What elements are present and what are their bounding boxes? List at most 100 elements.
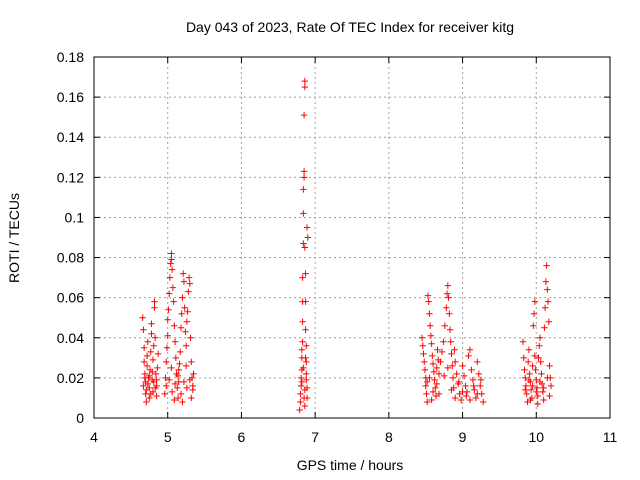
chart-title: Day 043 of 2023, Rate Of TEC Index for r… <box>186 19 514 35</box>
data-point <box>185 288 192 295</box>
data-point <box>154 350 162 358</box>
data-point <box>174 384 181 392</box>
data-point <box>179 270 187 277</box>
data-point <box>546 392 553 400</box>
data-point <box>445 294 452 301</box>
data-point <box>451 346 458 354</box>
data-point <box>190 370 197 378</box>
data-point <box>182 342 190 349</box>
data-point <box>438 348 446 356</box>
data-point <box>432 384 439 392</box>
data-point <box>459 388 466 396</box>
x-tick-label: 5 <box>164 429 172 445</box>
data-point <box>426 322 434 329</box>
data-point <box>544 374 551 382</box>
data-point <box>153 392 160 400</box>
data-point <box>547 382 555 390</box>
data-point <box>152 370 160 378</box>
data-point <box>465 352 472 360</box>
data-point <box>444 364 452 372</box>
data-point <box>520 354 527 362</box>
data-point <box>144 338 152 345</box>
data-point <box>470 382 477 390</box>
data-point <box>435 370 443 378</box>
data-point <box>177 390 185 398</box>
x-tick-label: 6 <box>238 429 246 445</box>
data-point <box>533 384 541 392</box>
data-point <box>523 390 530 398</box>
x-tick-label: 7 <box>311 429 319 445</box>
data-point <box>186 376 194 384</box>
data-point <box>437 358 444 366</box>
y-tick-label: 0.08 <box>57 250 84 266</box>
data-point <box>174 372 182 380</box>
data-point <box>468 366 475 374</box>
y-tick-label: 0.06 <box>57 290 84 306</box>
data-point <box>443 304 450 311</box>
data-point <box>163 382 170 390</box>
x-axis-label: GPS time / hours <box>297 457 404 473</box>
data-point <box>302 354 309 362</box>
data-point <box>168 364 175 372</box>
y-tick-label: 0.16 <box>57 89 84 105</box>
data-point <box>140 358 148 366</box>
data-point <box>433 380 440 388</box>
data-point <box>522 382 530 390</box>
data-point <box>298 378 306 386</box>
y-tick-label: 0 <box>76 410 84 426</box>
data-point <box>165 290 173 297</box>
data-point <box>452 358 459 366</box>
data-point <box>302 298 309 305</box>
data-point <box>176 360 183 368</box>
data-point <box>541 304 549 311</box>
data-point <box>187 334 194 341</box>
data-point <box>539 388 547 396</box>
data-point <box>524 358 532 366</box>
x-tick-labels: 4 5 6 7 8 9 10 11 <box>90 429 617 445</box>
data-point <box>163 358 170 366</box>
y-tick-label: 0.1 <box>65 209 85 225</box>
data-point <box>183 318 191 325</box>
data-point <box>543 262 550 269</box>
data-point <box>459 362 466 370</box>
data-point <box>296 406 303 414</box>
data-point <box>462 382 469 390</box>
data-point <box>302 326 309 333</box>
data-point <box>474 390 481 398</box>
data-point <box>170 298 177 305</box>
data-point <box>151 298 158 305</box>
data-point <box>175 366 182 374</box>
data-point <box>472 394 480 402</box>
data-point <box>174 394 182 402</box>
data-point <box>303 342 310 349</box>
data-point <box>533 376 540 384</box>
data-point <box>469 376 477 384</box>
data-point <box>527 386 535 394</box>
data-point <box>531 352 539 360</box>
data-point <box>471 386 478 394</box>
data-point <box>545 318 553 325</box>
data-point <box>297 390 304 398</box>
data-point <box>299 318 306 325</box>
data-point <box>147 390 154 398</box>
y-tick-label: 0.02 <box>57 370 84 386</box>
data-point <box>178 310 185 317</box>
data-point <box>460 372 468 380</box>
data-point <box>171 380 179 388</box>
data-point <box>182 328 189 335</box>
data-point <box>154 364 161 372</box>
data-point <box>423 398 431 406</box>
data-point <box>303 224 311 231</box>
data-point <box>164 332 171 339</box>
data-point <box>184 308 191 315</box>
data-point <box>430 368 438 376</box>
data-point <box>165 306 172 313</box>
data-point <box>428 340 435 347</box>
data-point <box>149 368 156 376</box>
data-point <box>301 77 309 85</box>
x-tick-label: 10 <box>528 429 544 445</box>
data-point <box>179 398 186 406</box>
data-point <box>297 374 305 382</box>
data-point <box>431 376 438 384</box>
